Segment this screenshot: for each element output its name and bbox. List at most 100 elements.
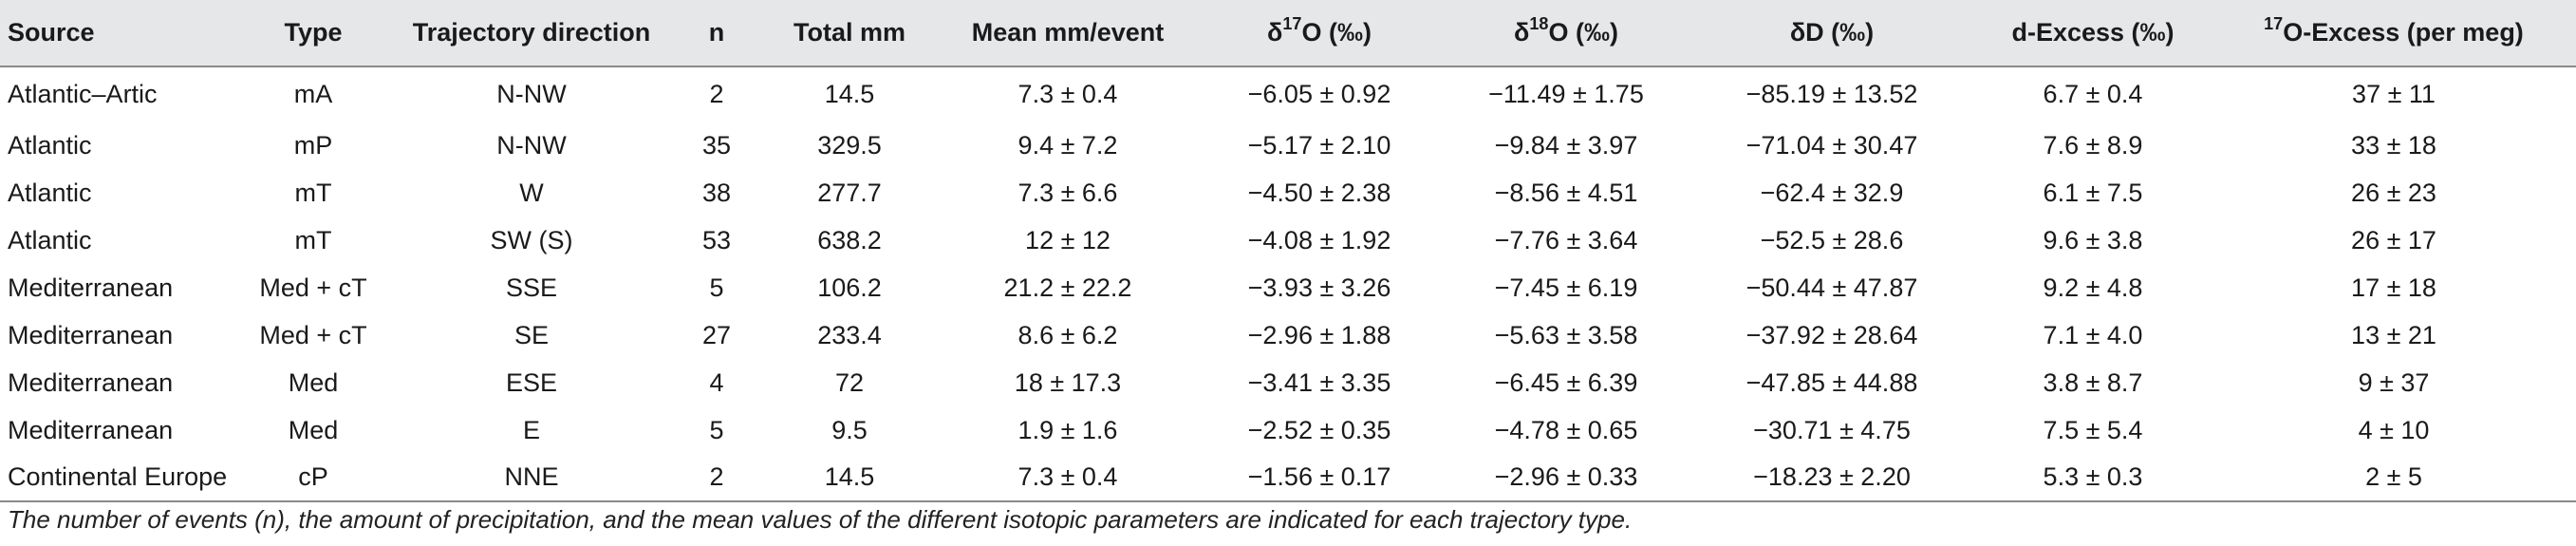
cell-source: Mediterranean [8, 415, 174, 444]
cell-n: 53 [701, 225, 732, 254]
cell-direction: ESE [505, 367, 558, 397]
cell-dd: −47.85 ± 44.88 [1745, 367, 1918, 397]
table-row: Atlantic mT W 38 277.7 7.3 ± 6.6 −4.50 ±… [0, 169, 2576, 217]
cell-type: cP [237, 454, 389, 502]
cell-d-excess: 5.3 ± 0.3 [1974, 454, 2212, 502]
cell-total-mm: 14.5 [824, 80, 875, 108]
cell-d18o: −4.78 ± 0.65 [1494, 415, 1638, 444]
header-17o-excess: 17O-Excess (per meg) [2212, 0, 2576, 67]
cell-d17o: −2.52 ± 0.35 [1247, 415, 1391, 444]
cell-d-excess: 7.5 ± 5.4 [2043, 415, 2143, 444]
cell-type: Med + cT [259, 273, 367, 302]
cell-n: 38 [701, 178, 732, 207]
cell-d17o: −4.08 ± 1.92 [1247, 225, 1391, 254]
cell-total-mm: 277.7 [817, 178, 882, 207]
cell-mean-mm: 12 ± 12 [1025, 225, 1111, 254]
cell-17o-excess: 37 ± 11 [2352, 80, 2436, 108]
cell-d18o: −2.96 ± 0.33 [1443, 454, 1689, 502]
cell-total-mm: 329.5 [817, 130, 882, 160]
cell-d-excess: 3.8 ± 8.7 [2043, 367, 2143, 397]
cell-direction: SSE [505, 273, 558, 302]
cell-d17o: −1.56 ± 0.17 [1196, 454, 1443, 502]
cell-type: mT [294, 178, 332, 207]
cell-17o-excess: 33 ± 18 [2351, 130, 2436, 160]
table-footnote: The number of events (n), the amount of … [8, 505, 1633, 534]
cell-17o-excess: 26 ± 23 [2351, 178, 2436, 207]
header-mean-mm-event: Mean mm/event [940, 0, 1196, 67]
cell-mean-mm: 9.4 ± 7.2 [1017, 130, 1118, 160]
cell-mean-mm: 7.3 ± 0.4 [1017, 80, 1118, 108]
header-d-excess: d-Excess (‰) [1974, 0, 2212, 67]
cell-mean-mm: 7.3 ± 0.4 [940, 454, 1196, 502]
cell-d18o: −7.45 ± 6.19 [1494, 273, 1638, 302]
cell-source: Mediterranean [8, 320, 174, 349]
cell-d-excess: 7.1 ± 4.0 [2043, 320, 2143, 349]
cell-17o-excess: 17 ± 18 [2351, 273, 2436, 302]
header-delta17o: δ17O (‰) [1196, 0, 1443, 67]
cell-dd: −18.23 ± 2.20 [1689, 454, 1974, 502]
cell-n: 5 [709, 415, 724, 444]
cell-17o-excess: 2 ± 5 [2212, 454, 2576, 502]
header-row: Source Type Trajectory direction n Total… [0, 0, 2576, 67]
cell-17o-excess: 26 ± 17 [2351, 225, 2436, 254]
cell-dd: −85.19 ± 13.52 [1745, 80, 1918, 108]
cell-type: mP [293, 130, 333, 160]
cell-17o-excess: 13 ± 21 [2351, 320, 2436, 349]
cell-source: Mediterranean [8, 367, 174, 397]
cell-n: 2 [709, 80, 724, 108]
cell-type: Med [288, 415, 339, 444]
cell-d18o: −6.45 ± 6.39 [1494, 367, 1638, 397]
cell-17o-excess: 4 ± 10 [2358, 415, 2430, 444]
cell-d17o: −4.50 ± 2.38 [1247, 178, 1391, 207]
cell-total-mm: 638.2 [817, 225, 882, 254]
cell-mean-mm: 8.6 ± 6.2 [1017, 320, 1118, 349]
cell-total-mm: 9.5 [831, 415, 868, 444]
cell-mean-mm: 18 ± 17.3 [1014, 367, 1122, 397]
cell-d-excess: 9.2 ± 4.8 [2043, 273, 2143, 302]
cell-mean-mm: 1.9 ± 1.6 [1017, 415, 1118, 444]
cell-source: Continental Europe [0, 454, 237, 502]
cell-direction: SW (S) [490, 225, 573, 254]
table-row: Mediterranean Med ESE 4 72 18 ± 17.3 −3.… [0, 359, 2576, 406]
cell-n: 5 [709, 273, 724, 302]
cell-d-excess: 6.1 ± 7.5 [2043, 178, 2143, 207]
cell-n: 35 [701, 130, 732, 160]
cell-d18o: −11.49 ± 1.75 [1488, 80, 1644, 108]
cell-d-excess: 6.7 ± 0.4 [2043, 80, 2143, 108]
header-type: Type [237, 0, 389, 67]
cell-direction: NNE [389, 454, 674, 502]
cell-dd: −50.44 ± 47.87 [1745, 273, 1918, 302]
cell-17o-excess: 9 ± 37 [2358, 367, 2430, 397]
cell-dd: −71.04 ± 30.47 [1745, 130, 1918, 160]
cell-d17o: −3.41 ± 3.35 [1247, 367, 1391, 397]
cell-total-mm: 106.2 [817, 273, 882, 302]
cell-d18o: −9.84 ± 3.97 [1494, 130, 1638, 160]
cell-direction: SE [513, 320, 550, 349]
table-row: Continental Europe cP NNE 2 14.5 7.3 ± 0… [0, 454, 2576, 502]
cell-d18o: −7.76 ± 3.64 [1494, 225, 1638, 254]
cell-d-excess: 9.6 ± 3.8 [2043, 225, 2143, 254]
table-row: Atlantic mT SW (S) 53 638.2 12 ± 12 −4.0… [0, 217, 2576, 264]
cell-total-mm: 72 [834, 367, 865, 397]
cell-total-mm: 14.5 [759, 454, 940, 502]
cell-dd: −37.92 ± 28.64 [1745, 320, 1918, 349]
table-row: Mediterranean Med + cT SE 27 233.4 8.6 ±… [0, 311, 2576, 359]
cell-mean-mm: 21.2 ± 22.2 [1003, 273, 1132, 302]
cell-n: 27 [701, 320, 732, 349]
cell-d17o: −2.96 ± 1.88 [1247, 320, 1391, 349]
cell-source: Atlantic [8, 178, 92, 207]
cell-source: Mediterranean [8, 273, 174, 302]
header-delta18o: δ18O (‰) [1443, 0, 1689, 67]
cell-source: Atlantic–Artic [8, 80, 158, 108]
cell-d17o: −3.93 ± 3.26 [1247, 273, 1391, 302]
cell-type: mT [294, 225, 332, 254]
cell-direction: E [522, 415, 540, 444]
header-n: n [674, 0, 759, 67]
header-source: Source [0, 0, 237, 67]
isotope-table: Source Type Trajectory direction n Total… [0, 0, 2576, 502]
header-delta-d: δD (‰) [1689, 0, 1974, 67]
table-row: Atlantic–Artic mA N-NW 2 14.5 7.3 ± 0.4 … [0, 66, 2576, 122]
header-trajectory-direction: Trajectory direction [389, 0, 674, 67]
cell-type: mA [293, 80, 333, 108]
cell-dd: −62.4 ± 32.9 [1760, 178, 1904, 207]
